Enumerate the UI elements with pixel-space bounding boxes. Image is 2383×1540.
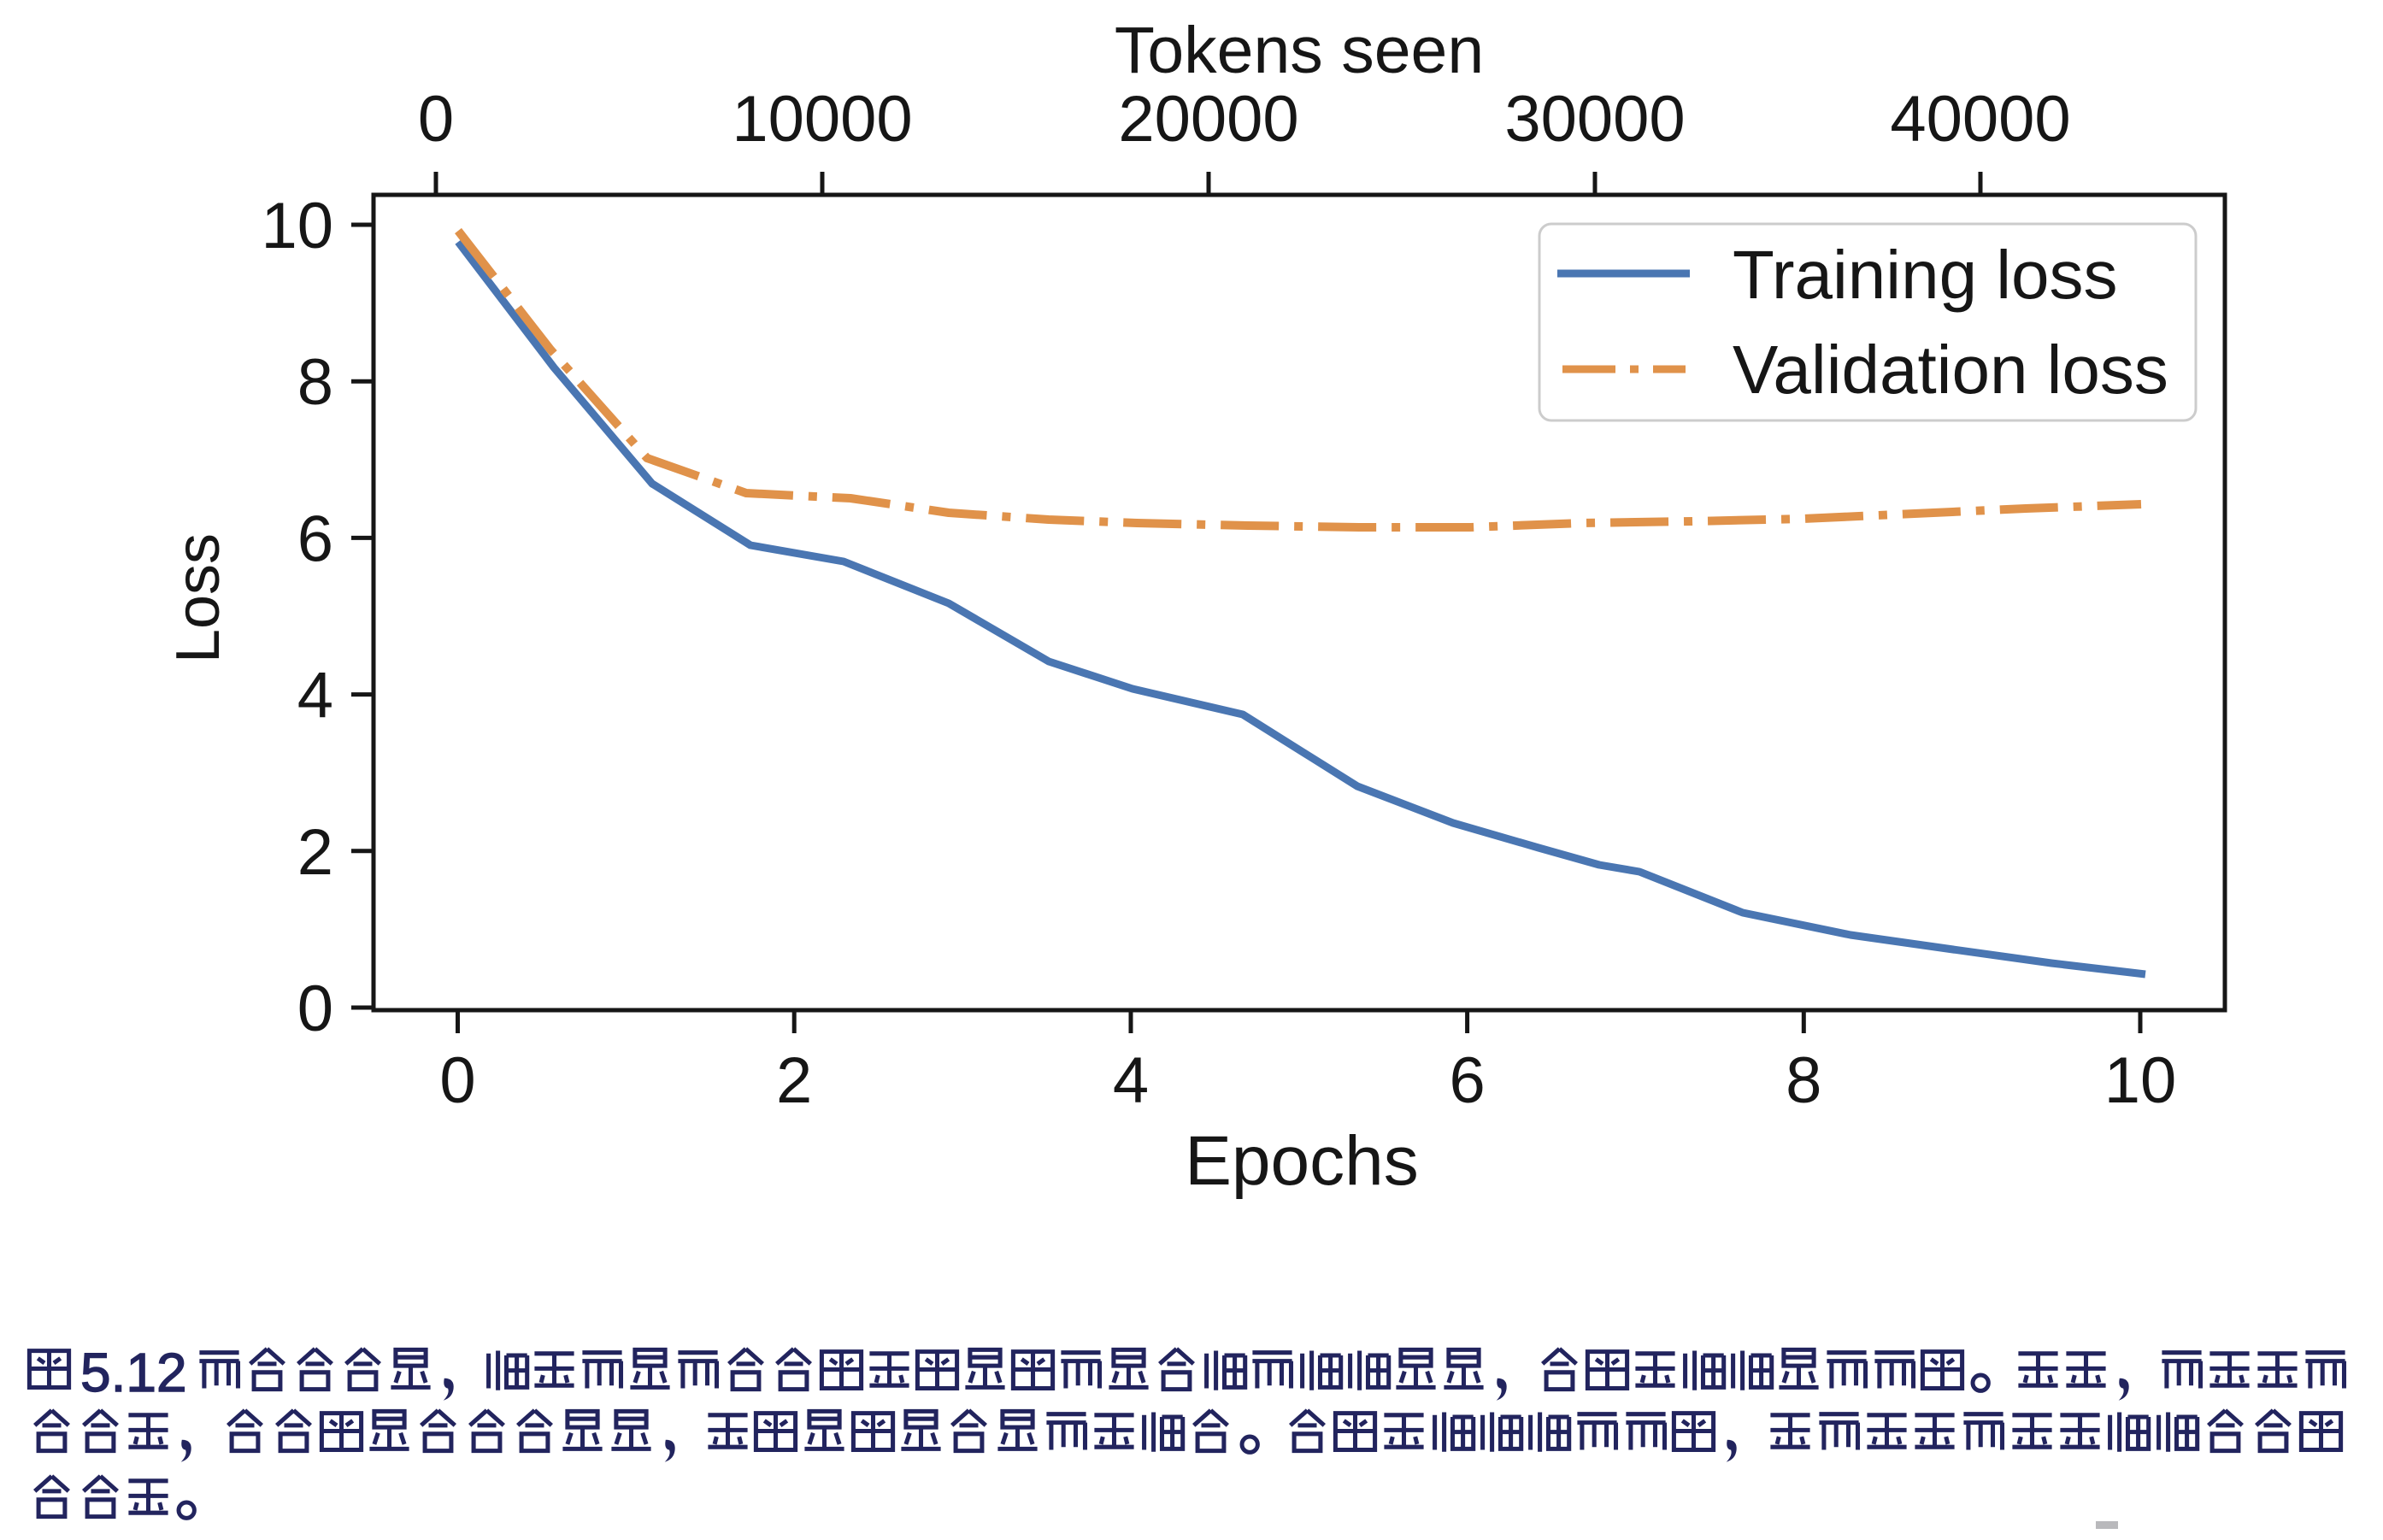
svg-text:4: 4: [1113, 1044, 1149, 1117]
svg-text:10000: 10000: [732, 83, 912, 156]
svg-text:8: 8: [297, 346, 333, 419]
svg-text:Loss: Loss: [164, 533, 232, 663]
svg-text:5.12: 5.12: [80, 1342, 187, 1403]
svg-text:2: 2: [297, 816, 333, 889]
svg-text:6: 6: [297, 503, 333, 575]
svg-text:40000: 40000: [1890, 83, 2070, 156]
svg-text:0: 0: [418, 83, 454, 156]
svg-text:10: 10: [261, 190, 333, 262]
svg-text:0: 0: [297, 973, 333, 1045]
svg-text:8: 8: [1786, 1044, 1821, 1117]
svg-text:6: 6: [1449, 1044, 1485, 1117]
svg-text:10: 10: [2104, 1044, 2177, 1117]
svg-text:4: 4: [297, 660, 333, 732]
svg-text:Training loss: Training loss: [1733, 237, 2118, 313]
svg-text:30000: 30000: [1504, 83, 1685, 156]
svg-text:Tokens seen: Tokens seen: [1115, 14, 1484, 87]
svg-text:Validation loss: Validation loss: [1733, 332, 2168, 408]
svg-text:20000: 20000: [1118, 83, 1298, 156]
svg-text:0: 0: [439, 1044, 475, 1117]
svg-text:2: 2: [776, 1044, 812, 1117]
svg-text:Epochs: Epochs: [1185, 1122, 1419, 1200]
